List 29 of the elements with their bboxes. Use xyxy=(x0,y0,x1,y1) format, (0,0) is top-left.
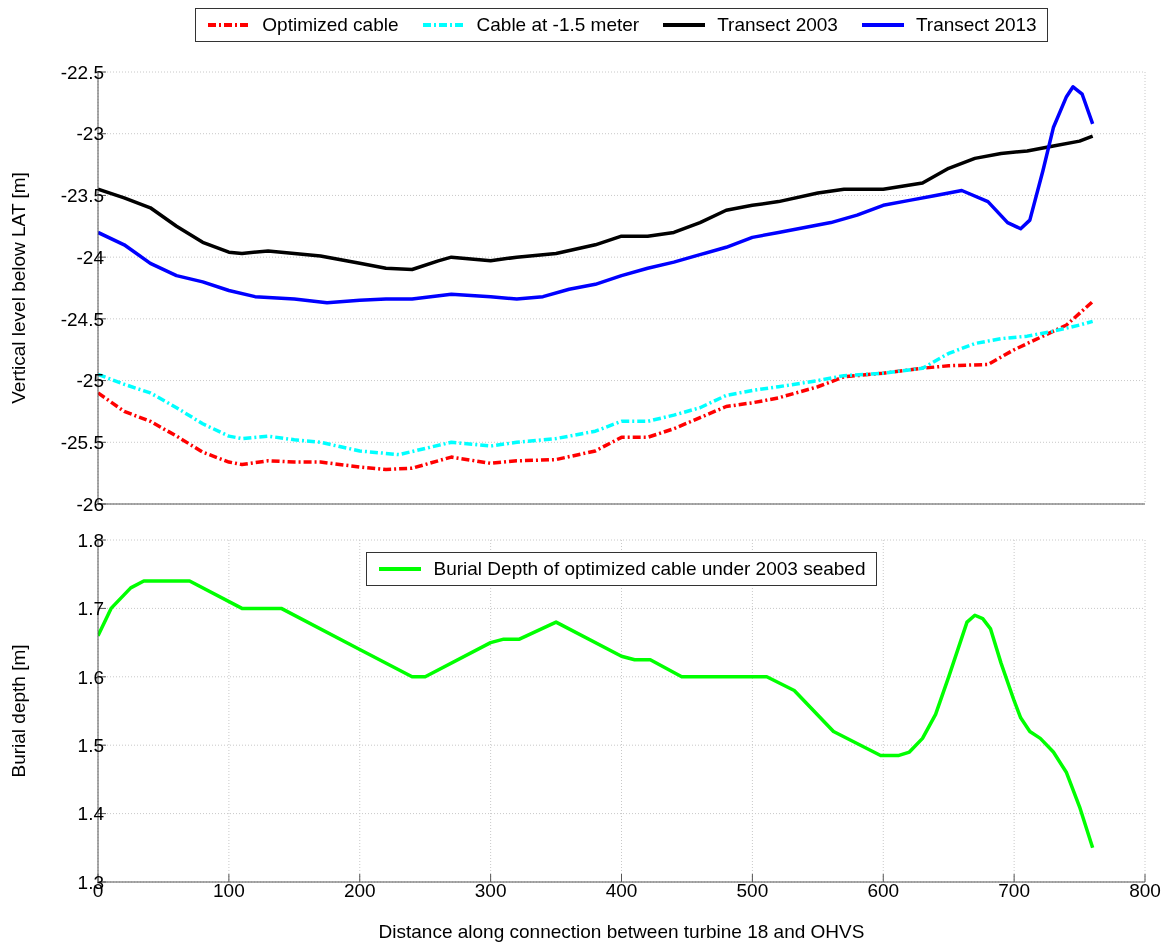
legend-label: Transect 2013 xyxy=(914,14,1037,36)
legend-label: Cable at -1.5 meter xyxy=(475,14,640,36)
y-tick-label: -22.5 xyxy=(60,61,104,83)
y-tick-label: 1.7 xyxy=(77,598,104,620)
y-tick-label: -25.5 xyxy=(60,432,104,454)
x-tick-label: 300 xyxy=(474,880,507,902)
y-tick-label: -23.5 xyxy=(60,185,104,207)
y-tick-label: -26 xyxy=(76,493,104,515)
x-tick-label: 600 xyxy=(867,880,900,902)
x-axis-title: Distance along connection between turbine 18 and OHVS xyxy=(378,921,865,942)
x-tick-label: 700 xyxy=(998,880,1030,902)
y-tick-label: -24 xyxy=(76,246,105,268)
y-tick-label: 1.6 xyxy=(77,666,104,688)
y-axis-title: Vertical level below LAT [m] xyxy=(7,172,29,404)
y-tick-label: -25 xyxy=(76,370,104,392)
x-tick-label: 100 xyxy=(213,880,245,902)
y-tick-label: 1.5 xyxy=(77,734,104,756)
y-axis-title: Burial depth [m] xyxy=(7,644,29,778)
legend-label: Burial Depth of optimized cable under 2003 seabed xyxy=(432,558,866,580)
y-tick-label: -23 xyxy=(76,123,104,145)
x-tick-label: 400 xyxy=(605,880,638,902)
y-tick-label: 1.8 xyxy=(77,529,104,551)
legend-label: Optimized cable xyxy=(261,14,399,36)
legend-label: Transect 2003 xyxy=(716,14,838,36)
x-tick-label: 800 xyxy=(1129,880,1161,902)
x-tick-label: 500 xyxy=(736,880,769,902)
x-tick-label: 200 xyxy=(343,880,376,902)
y-tick-label: 1.4 xyxy=(77,803,105,825)
y-tick-label: -24.5 xyxy=(60,308,104,330)
